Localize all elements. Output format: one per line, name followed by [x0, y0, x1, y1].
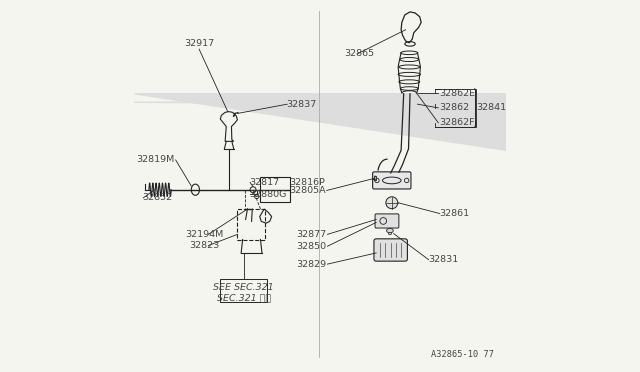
Text: 32880G: 32880G	[250, 190, 287, 199]
Text: SEE SEC.321: SEE SEC.321	[213, 283, 274, 292]
Text: 32861: 32861	[439, 209, 469, 218]
Text: 32837: 32837	[287, 100, 317, 109]
Circle shape	[374, 178, 379, 183]
Bar	[220, 279, 267, 302]
FancyBboxPatch shape	[375, 214, 399, 228]
Text: 32805A: 32805A	[289, 186, 326, 195]
Text: 32852: 32852	[142, 193, 172, 202]
Text: 32841: 32841	[476, 103, 506, 112]
Text: 32816P: 32816P	[289, 178, 325, 187]
Text: 32823: 32823	[189, 241, 219, 250]
Text: 32194M: 32194M	[185, 230, 223, 239]
Circle shape	[404, 178, 409, 183]
Text: 32862E: 32862E	[439, 89, 475, 97]
Text: 32817: 32817	[250, 178, 280, 187]
Text: 32829: 32829	[296, 260, 326, 269]
Bar	[374, 176, 376, 180]
Text: 32831: 32831	[428, 255, 458, 264]
Ellipse shape	[387, 228, 394, 233]
Circle shape	[386, 197, 397, 209]
Text: SEC.321 参照: SEC.321 参照	[217, 293, 271, 302]
FancyBboxPatch shape	[372, 172, 411, 189]
Ellipse shape	[388, 232, 392, 235]
Text: 32819M: 32819M	[137, 155, 175, 164]
Polygon shape	[134, 94, 640, 150]
FancyBboxPatch shape	[374, 239, 408, 261]
Text: 32877: 32877	[296, 230, 326, 239]
Bar	[260, 177, 291, 202]
Text: 32865: 32865	[344, 49, 374, 58]
Text: 32917: 32917	[184, 39, 214, 48]
Text: 32850: 32850	[296, 242, 326, 251]
Text: 32862F: 32862F	[439, 118, 474, 127]
Polygon shape	[134, 96, 640, 105]
Bar	[237, 209, 265, 240]
Text: A32865-10 77: A32865-10 77	[431, 350, 494, 359]
Text: 32862: 32862	[439, 103, 469, 112]
